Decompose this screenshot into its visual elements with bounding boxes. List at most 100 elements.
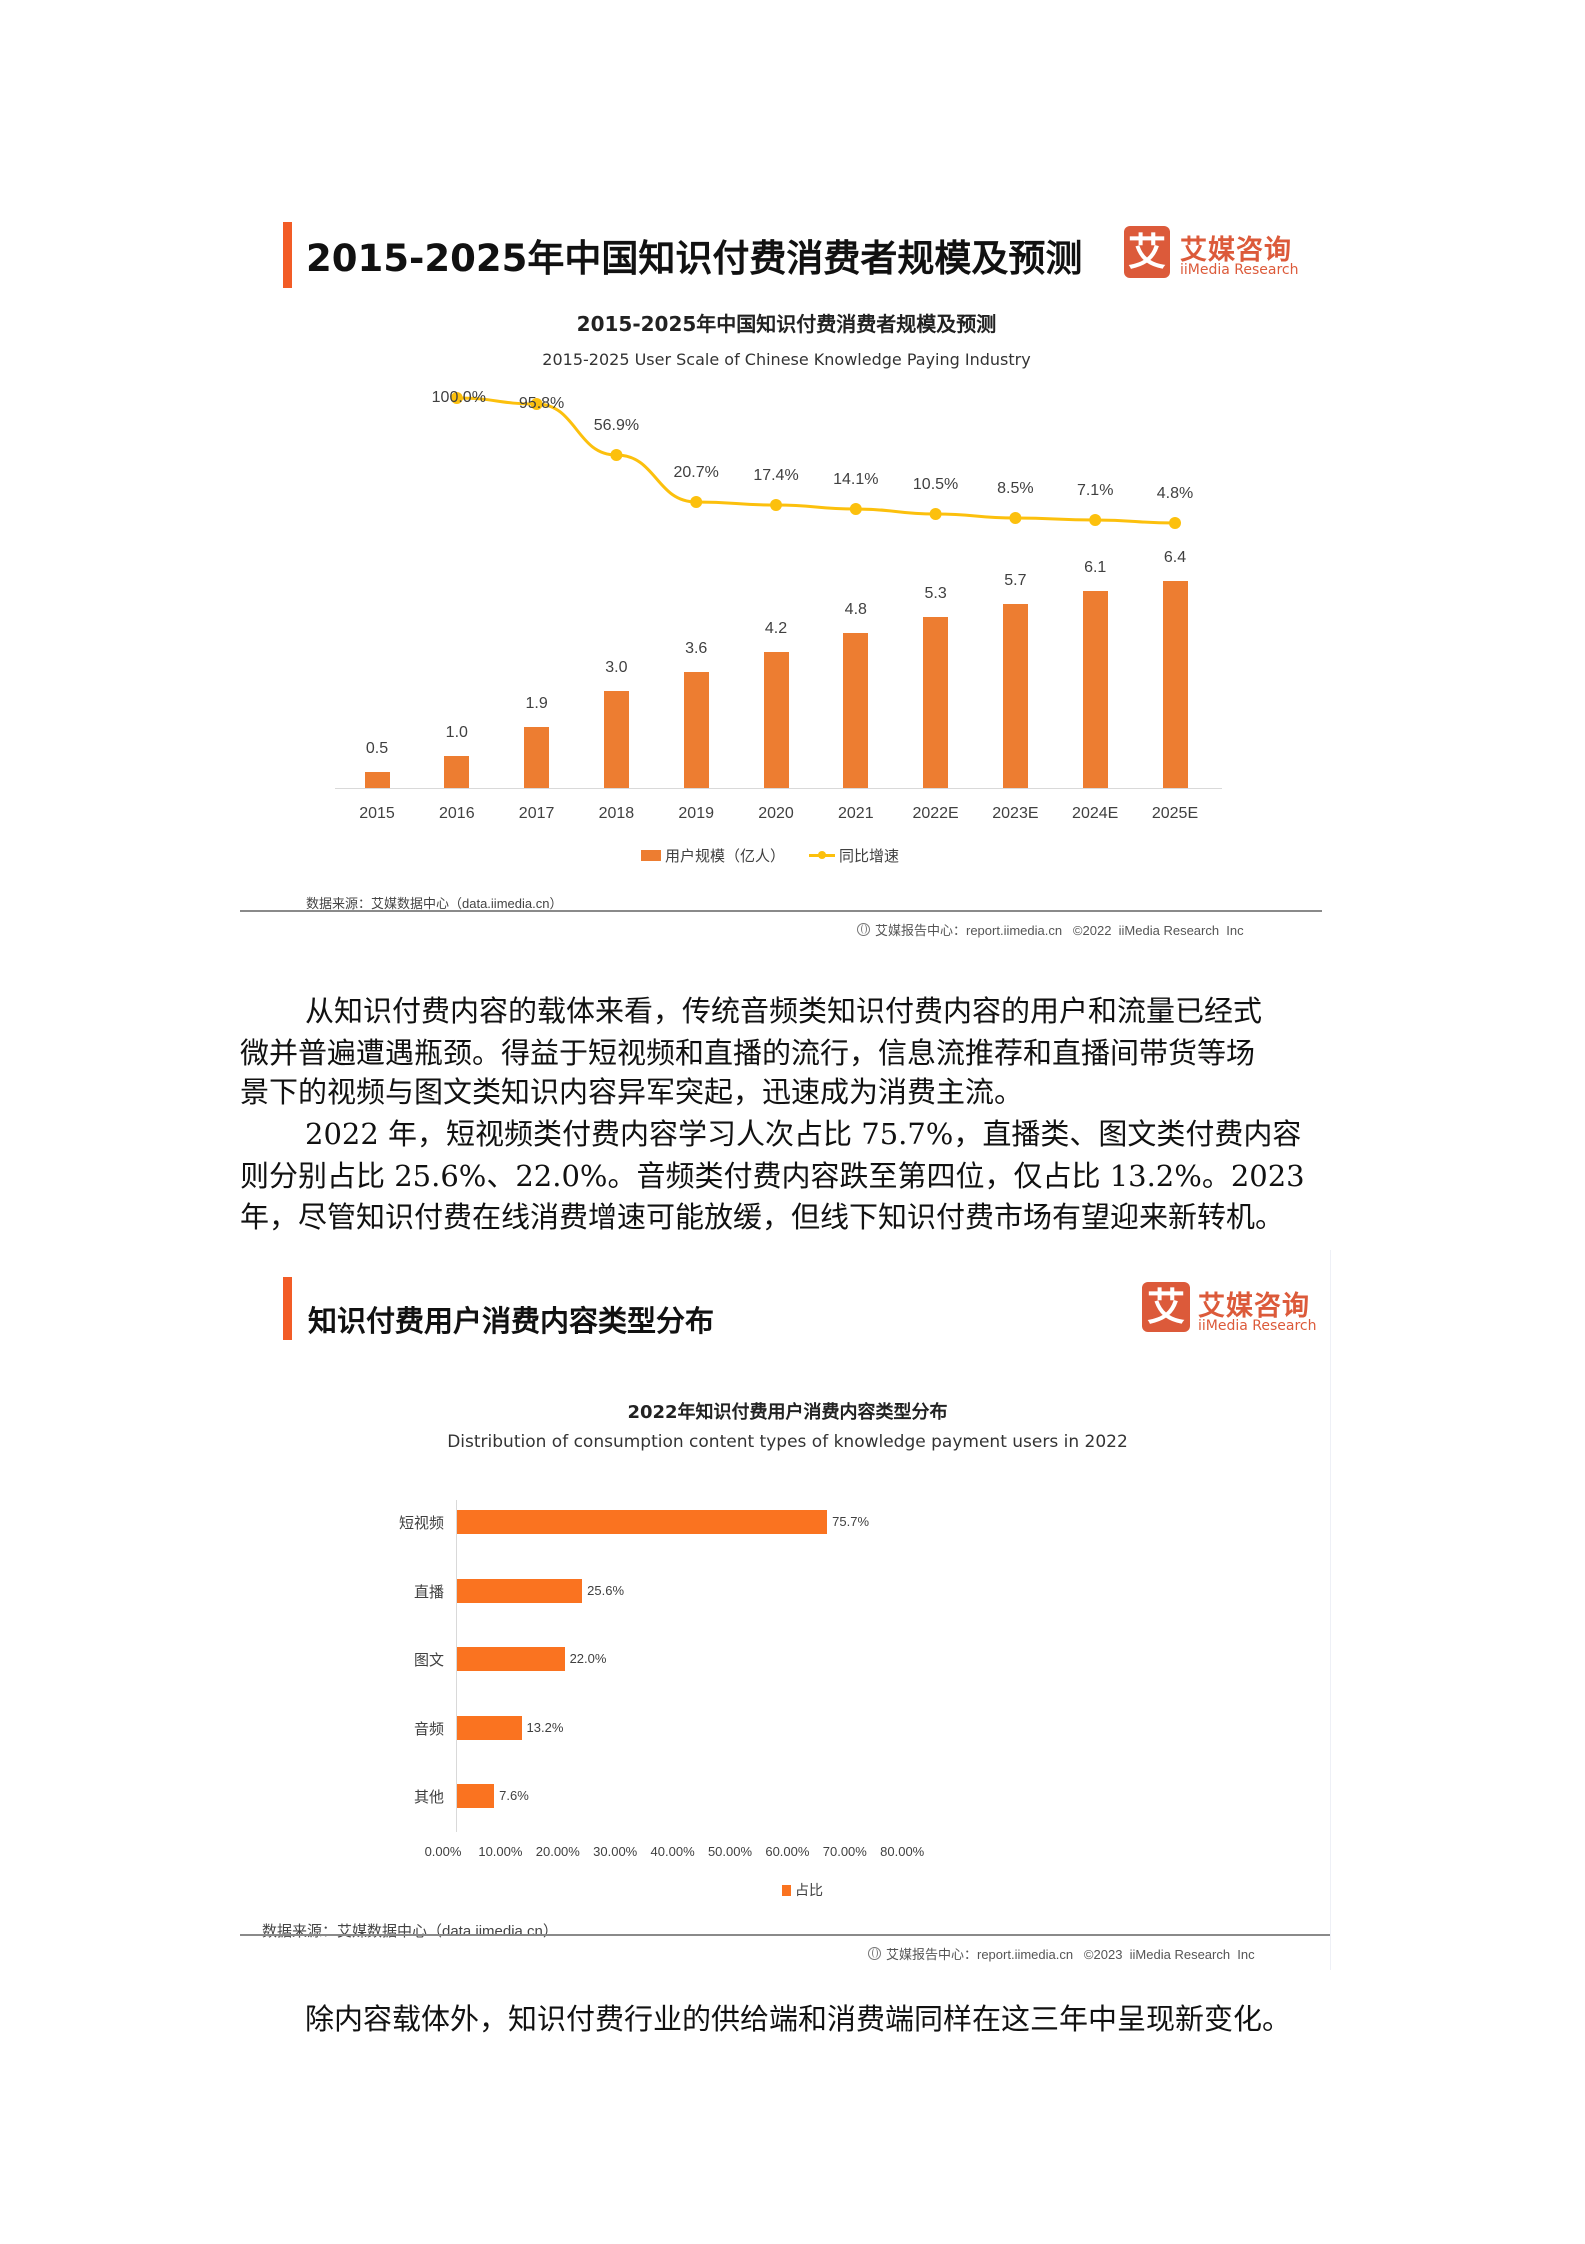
globe-icon [857, 923, 870, 936]
chart1-bar [683, 671, 709, 788]
chart2-bar-value: 25.6% [587, 1582, 625, 1598]
chart1-growth-label: 100.0% [431, 389, 486, 406]
chart2-x-tick: 0.00% [424, 1844, 462, 1859]
chart2-subtitle: Distribution of consumption content type… [447, 1432, 1128, 1452]
chart2-bar [457, 1647, 565, 1671]
chart1-bar-value: 0.5 [365, 739, 389, 757]
chart2-footer: 艾媒报告中心：report.iimedia.cn ©2023 iiMedia R… [868, 1944, 1255, 1963]
chart1-bar-value: 3.0 [605, 659, 628, 677]
chart2-x-tick: 80.00% [880, 1844, 925, 1859]
chart2-category-label: 短视频 [398, 1514, 444, 1532]
chart1-category-label: 2025E [1151, 805, 1199, 822]
section1-heading: 2015-2025年中国知识付费消费者规模及预测 [306, 237, 1083, 280]
chart1-bar [763, 652, 789, 788]
paragraph1-line1: 从知识付费内容的载体来看，传统音频类知识付费内容的用户和流量已经式 [305, 994, 1263, 1028]
legend-bar-swatch [782, 1884, 791, 1896]
chart1-bar-value: 6.4 [1163, 549, 1187, 567]
chart2-bar-value: 7.6% [499, 1788, 529, 1803]
globe-icon [868, 1947, 881, 1960]
paragraph2-line2: 则分别占比 25.6%、22.0%。音频类付费内容跌至第四位，仅占比 13.2%… [240, 1159, 1305, 1193]
section2-logo: 艾 艾媒咨询 iiMedia Research [1142, 1282, 1322, 1338]
chart2-bar-value: 75.7% [832, 1514, 870, 1529]
paragraph2-line3: 年，尽管知识付费在线消费增速可能放缓，但线下知识付费市场有望迎来新转机。 [240, 1200, 1285, 1234]
chart1-x-axis [335, 788, 1222, 789]
section2-heading: 知识付费用户消费内容类型分布 [308, 1304, 715, 1338]
chart2-divider [240, 1934, 1330, 1936]
chart1-growth-line [450, 392, 1181, 529]
logo-name-en: iiMedia Research [1180, 262, 1299, 278]
chart1-growth-label: 7.1% [1076, 482, 1114, 499]
chart1-growth-label: 8.5% [997, 480, 1034, 497]
legend-line-label: 同比增速 [839, 847, 900, 865]
chart1-growth-label: 95.8% [518, 395, 565, 412]
chart2-x-tick: 70.00% [822, 1844, 867, 1859]
paragraph1-line3: 景下的视频与图文类知识内容异军突起，迅速成为消费主流。 [240, 1075, 1024, 1109]
chart1-bar-value: 4.8 [844, 600, 867, 618]
chart2-x-tick: 60.00% [765, 1844, 810, 1859]
chart2-category-label: 其他 [413, 1788, 444, 1806]
legend-bar-label: 占比 [795, 1883, 823, 1899]
chart1-bar [603, 691, 629, 788]
chart1-bar-value: 6.1 [1084, 558, 1107, 576]
chart1-title: 2015-2025年中国知识付费消费者规模及预测 [576, 312, 997, 336]
section2-frame-border [1330, 1250, 1331, 1970]
section1-logo: 艾 艾媒咨询 iiMedia Research [1124, 226, 1304, 282]
chart2-legend: 占比 [782, 1880, 823, 1900]
chart1-footer: 艾媒报告中心：report.iimedia.cn ©2022 iiMedia R… [857, 920, 1244, 939]
legend-bar-swatch [641, 850, 661, 861]
chart2-x-tick: 50.00% [707, 1844, 753, 1859]
chart1-bar-value: 3.6 [685, 639, 708, 657]
chart2-bar [457, 1578, 583, 1603]
chart1-category-label: 2017 [518, 805, 555, 822]
chart2-bar-value: 22.0% [569, 1651, 607, 1666]
logo-name-cn: 艾媒咨询 [1198, 1291, 1310, 1322]
chart1-growth-label: 56.9% [593, 417, 640, 434]
chart1-growth-label: 4.8% [1156, 485, 1194, 502]
legend-line-swatch [809, 851, 836, 859]
chart2-bar-value: 13.2% [526, 1719, 564, 1735]
logo-icon: 艾 [1124, 226, 1170, 278]
chart2-category-label: 图文 [413, 1651, 444, 1669]
chart1-category-label: 2023E [992, 805, 1039, 822]
chart1-bar-value: 5.3 [924, 584, 947, 602]
chart1-bar [923, 616, 949, 788]
chart1-bar-value: 5.7 [1004, 571, 1027, 589]
chart2-category-label: 直播 [413, 1582, 444, 1601]
chart1-growth-label: 10.5% [912, 476, 959, 493]
chart1-category-label: 2021 [838, 805, 874, 822]
chart1-bar [444, 755, 470, 788]
logo-name-cn: 艾媒咨询 [1180, 235, 1292, 266]
chart2-bar [457, 1715, 522, 1740]
chart1-category-label: 2020 [758, 805, 794, 822]
chart1-category-label: 2019 [678, 805, 714, 822]
chart1-subtitle: 2015-2025 User Scale of Chinese Knowledg… [542, 350, 1031, 369]
chart1-growth-label: 17.4% [753, 467, 799, 484]
chart2-bar [457, 1784, 495, 1808]
chart2-y-axis [456, 1500, 457, 1832]
chart1-bar [1162, 581, 1188, 788]
chart2-bar [457, 1510, 828, 1534]
logo-name-en: iiMedia Research [1198, 1318, 1317, 1334]
chart1-category-label: 2016 [439, 805, 475, 822]
chart2-x-tick: 40.00% [650, 1844, 695, 1859]
chart1-bar [843, 632, 869, 788]
chart1-category-label: 2015 [359, 805, 395, 822]
chart2-x-tick: 10.00% [478, 1844, 523, 1859]
legend-bar-label: 用户规模（亿人） [665, 847, 786, 865]
section1-accent-bar [283, 222, 292, 288]
chart1-divider [240, 910, 1322, 912]
chart1-bar-value: 4.2 [764, 620, 788, 638]
chart1-bar [1082, 590, 1108, 788]
chart1-growth-label: 20.7% [673, 464, 719, 481]
chart1-growth-label: 14.1% [833, 471, 879, 488]
paragraph1-line2: 微并普遍遭遇瓶颈。得益于短视频和直播的流行，信息流推荐和直播间带货等场 [240, 1036, 1256, 1070]
chart2-x-tick: 30.00% [593, 1844, 638, 1859]
chart2-x-tick: 20.00% [535, 1844, 580, 1859]
paragraph3-line1: 除内容载体外，知识付费行业的供给端和消费端同样在这三年中呈现新变化。 [305, 2002, 1292, 2036]
logo-icon: 艾 [1142, 1282, 1190, 1332]
chart1-category-label: 2022E [912, 805, 959, 822]
chart2-title: 2022年知识付费用户消费内容类型分布 [627, 1402, 948, 1423]
chart1-bar [364, 771, 390, 788]
section2-accent-bar [283, 1277, 292, 1340]
paragraph2-line1: 2022 年，短视频类付费内容学习人次占比 75.7%，直播类、图文类付费内容 [305, 1117, 1302, 1151]
